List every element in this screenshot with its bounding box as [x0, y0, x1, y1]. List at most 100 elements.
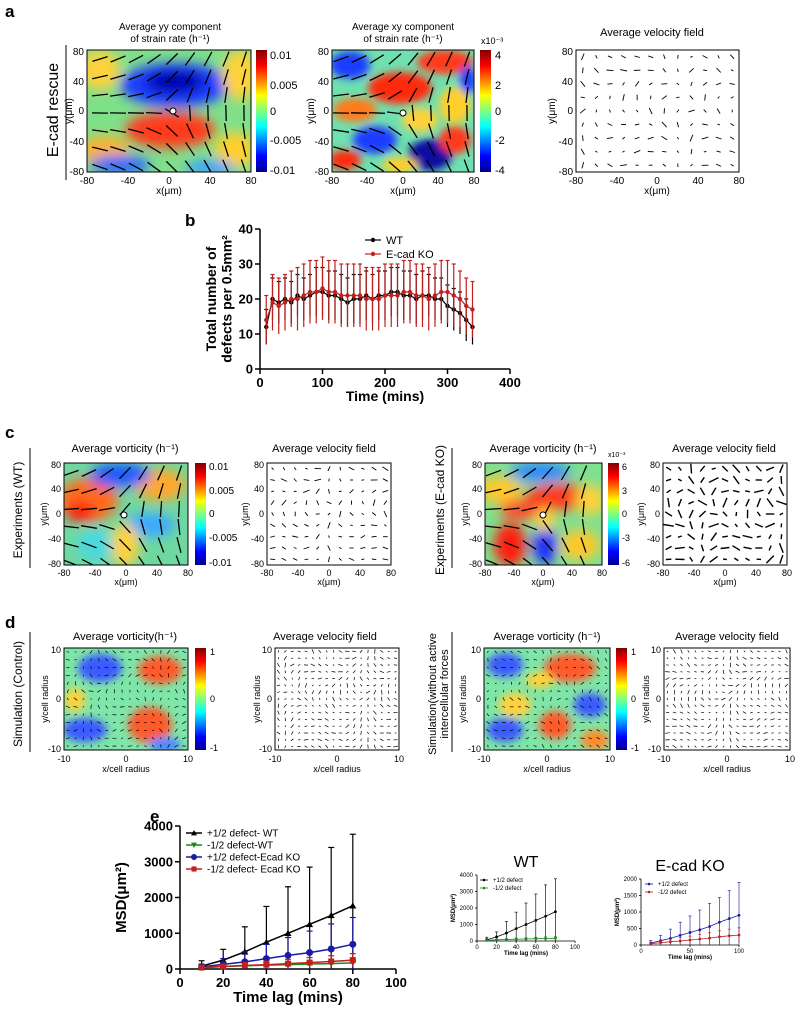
data-point: [289, 296, 294, 302]
velocity-arrow: [722, 511, 728, 517]
velocity-arrow: [350, 524, 353, 527]
director-line: [463, 159, 470, 172]
data-point: [306, 920, 314, 928]
dr-ytick-0: 10: [471, 645, 481, 655]
map1-axes: 80 40 0 -40 -80 -80 -40 0 40 80 x(μm) y(…: [64, 47, 257, 197]
clv-xtick-2: 0: [326, 568, 331, 578]
velocity-arrow: [686, 718, 691, 721]
velocity-arrow: [708, 690, 711, 694]
velocity-arrow: [699, 555, 706, 564]
velocity-arrow: [311, 718, 315, 721]
velocity-arrow: [526, 697, 529, 701]
velocity-arrow: [517, 697, 522, 701]
x-tick-label: 300: [437, 375, 459, 390]
velocity-arrow: [312, 684, 314, 687]
y-tick-label: 1000: [624, 910, 638, 916]
velocity-arrow: [715, 670, 718, 674]
y-tick-label: 30: [239, 257, 253, 272]
velocity-arrow: [710, 532, 718, 542]
director-line: [241, 141, 247, 157]
velocity-arrow: [784, 738, 789, 741]
velocity-arrow: [332, 664, 335, 666]
velocity-arrow: [648, 107, 653, 115]
velocity-arrow: [589, 705, 592, 708]
director-line: [579, 555, 586, 565]
velocity-arrow: [345, 731, 350, 735]
legend-label: +1/2 defect: [658, 882, 688, 888]
velocity-arrow: [699, 465, 706, 472]
velocity-arrow: [311, 725, 315, 727]
strain-xy-heatmap: [332, 50, 474, 172]
velocity-arrow: [328, 535, 330, 538]
director-line: [387, 90, 403, 100]
map1-xtick-2: 0: [166, 176, 172, 187]
cl-ylabel: y(μm): [39, 502, 49, 525]
velocity-arrow: [298, 683, 300, 688]
velocity-arrow: [597, 657, 600, 662]
velocity-arrow: [589, 744, 592, 748]
director-line: [92, 129, 108, 133]
velocity-arrow: [152, 705, 155, 709]
velocity-arrow: [580, 148, 585, 155]
velocity-arrow: [672, 738, 677, 741]
velocity-arrow: [293, 478, 297, 482]
velocity-arrow: [701, 650, 704, 653]
velocity-arrow: [715, 724, 718, 728]
velocity-arrow: [622, 82, 625, 86]
director-line: [146, 91, 162, 99]
velocity-arrow: [715, 745, 718, 749]
velocity-arrow: [281, 546, 287, 550]
data-point: [524, 937, 528, 941]
velocity-arrow: [359, 676, 363, 681]
velocity-arrow: [582, 135, 584, 142]
panel-c: Experiments (WT) Average vorticity (h⁻¹)…: [11, 443, 792, 587]
velocity-arrow: [382, 478, 389, 482]
vela-xtick-4: 80: [733, 176, 745, 187]
velocity-arrow: [128, 673, 132, 678]
velocity-arrow: [735, 670, 740, 673]
velocity-arrow: [270, 523, 276, 528]
velocity-arrow: [588, 689, 592, 694]
director-line: [157, 465, 165, 481]
velocity-arrow: [387, 711, 390, 714]
x-axis-label: Time lag (mins): [233, 989, 343, 1006]
velocity-arrow: [331, 683, 336, 688]
velocity-arrow: [128, 698, 131, 700]
data-point: [737, 933, 741, 937]
velocity-arrow: [393, 704, 398, 707]
velocity-arrow: [703, 69, 707, 72]
director-line: [368, 112, 386, 114]
velocity-arrow: [394, 697, 398, 701]
director-line: [426, 51, 436, 67]
director-line: [64, 507, 80, 511]
velocity-arrow: [486, 690, 490, 693]
velocity-arrow: [338, 557, 342, 561]
c-cbar-l-1: 0.005: [209, 486, 234, 497]
map2-ytick-4: -80: [315, 167, 330, 178]
velocity-arrow: [742, 534, 753, 539]
velocity-arrow: [283, 650, 287, 653]
velocity-arrow: [694, 732, 697, 734]
velocity-arrow: [360, 663, 363, 667]
director-line: [140, 519, 146, 535]
director-line: [351, 145, 367, 153]
velocity-arrow: [757, 684, 760, 687]
velocity-arrow: [81, 689, 86, 693]
director-line: [100, 557, 111, 565]
d-right-axes: 10 0 -10 -10 0 10 x/cell radius y/cell r…: [458, 645, 615, 774]
velocity-arrow: [778, 718, 781, 721]
velocity-arrow: [352, 663, 357, 667]
velocity-arrow: [380, 650, 384, 653]
legend-label: +1/2 defect-Ecad KO: [207, 853, 300, 864]
velocity-arrow: [673, 657, 676, 660]
velocity-arrow: [687, 657, 690, 660]
velocity-arrow: [159, 721, 163, 725]
velocity-arrow: [694, 650, 697, 653]
velocity-arrow: [113, 682, 116, 685]
data-point: [432, 293, 438, 298]
velocity-arrow: [167, 682, 170, 685]
dlv-xlabel: x/cell radius: [313, 764, 361, 774]
d-cbar-l-1: 0: [210, 694, 215, 704]
velocity-arrow: [352, 650, 357, 653]
